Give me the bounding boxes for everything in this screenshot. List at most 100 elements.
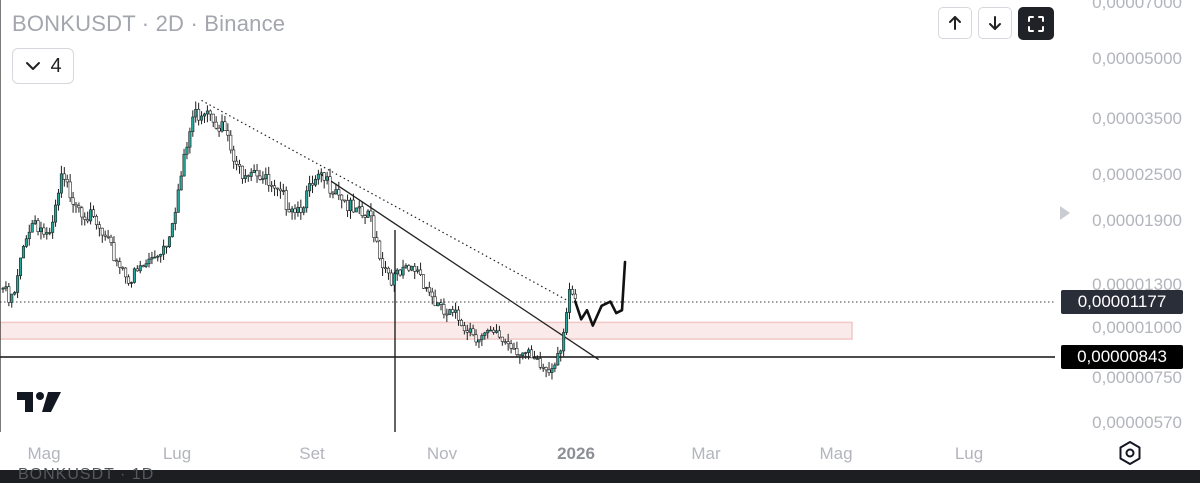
price-axis-label: 0,00000750 [1092,368,1182,387]
bottom-strip: BONKUSDT · 1D [0,466,1200,483]
candle-down [427,287,431,293]
candle-down [97,224,101,229]
candle-down [106,235,110,238]
candle-up [182,153,186,177]
candle-down [474,334,478,343]
candle-down [337,189,341,196]
candle-up [249,172,253,177]
candle-up [13,292,17,295]
candle-up [553,364,557,369]
candle-down [267,174,271,186]
candle-down [278,188,282,192]
candle-down [530,349,534,359]
candle-up [59,173,63,194]
time-axis-label: Lug [954,444,984,463]
indicators-toggle-button[interactable]: 4 [12,48,74,84]
candle-up [524,352,528,354]
candle-up [477,339,481,343]
candle-up [24,238,28,247]
gear-icon[interactable] [1117,440,1143,466]
candle-down [65,179,69,183]
candle-up [281,190,285,192]
candle-down [273,185,277,189]
fullscreen-button[interactable] [1018,7,1054,40]
collapse-triangle-icon[interactable] [1059,205,1071,221]
candle-up [565,312,569,333]
candle-up [170,223,174,238]
candle-down [419,269,423,275]
candle-down [240,165,244,179]
price-axis-label: 0,00005000 [1092,49,1182,68]
exchange-label: Binance [204,11,286,36]
candle-down [211,113,215,123]
candle-down [433,296,437,307]
candle-up [194,109,198,118]
candle-down [363,215,367,218]
candle-up [162,245,166,255]
candle-down [421,274,425,289]
candle-down [109,236,113,243]
bottom-strip-text: BONKUSDT · 1D [18,466,155,483]
candle-down [500,336,504,342]
candle-down [217,127,221,132]
candle-down [541,366,545,369]
candle-up [354,207,358,213]
candle-up [559,350,563,354]
arrow-up-icon [949,16,961,30]
candle-up [489,329,493,332]
candle-down [518,354,522,356]
candle-down [340,194,344,201]
candle-up [220,121,224,132]
time-axis-label: Lug [162,444,192,463]
candle-up [10,293,14,303]
candle-up [200,115,204,121]
time-axis-label: Set [299,444,325,463]
candle-up [202,113,206,117]
candle-up [436,302,440,307]
candle-up [550,368,554,373]
scroll-down-button[interactable] [978,7,1012,39]
price-axis-label: 0,00002500 [1092,165,1182,184]
candle-down [445,313,449,316]
candle-down [275,187,279,190]
candle-down [246,175,250,177]
candle-down [346,200,350,211]
candle-down [451,309,455,313]
candle-down [497,330,501,338]
candle-down [42,227,46,235]
candle-down [457,309,461,321]
candle-up [129,282,133,284]
candle-down [232,149,236,162]
candle-down [235,160,239,165]
candle-down [214,121,218,129]
scroll-up-button[interactable] [938,7,972,39]
projection-path [574,260,627,327]
candle-up [132,268,136,283]
candle-down [547,369,551,373]
candle-up [302,207,306,213]
candle-up [521,352,525,356]
candle-down [94,216,98,225]
candle-down [226,130,230,136]
demand-zone [0,321,853,340]
candle-up [535,358,539,360]
candle-down [299,206,303,213]
candle-down [573,293,577,299]
candle-up [313,178,317,186]
candle-down [77,205,81,209]
candle-down [7,286,11,303]
candle-down [238,163,242,167]
candle-down [165,245,169,248]
candle-down [124,267,128,278]
candle-down [439,302,443,305]
candle-down [459,319,463,326]
candle-down [378,240,382,259]
symbol-title[interactable]: BONKUSDT · 2D · Binance [12,11,285,37]
tradingview-logo[interactable] [17,390,63,414]
candle-up [4,286,8,289]
candle-down [442,304,446,315]
candle-down [135,268,139,272]
candle-down [386,267,390,274]
candle-down [538,358,542,368]
